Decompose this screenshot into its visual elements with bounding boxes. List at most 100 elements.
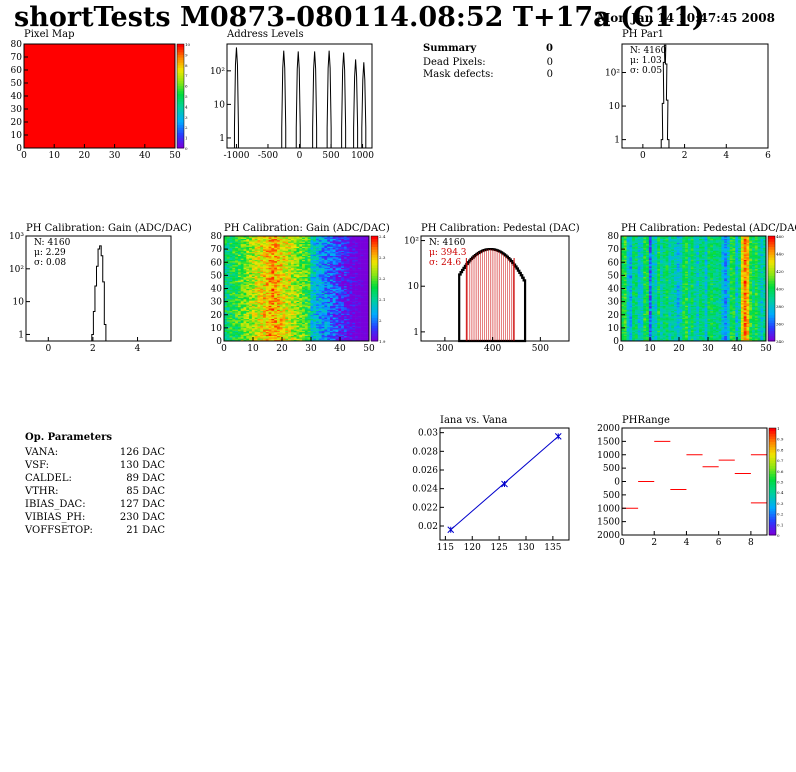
heatmap-cell (279, 313, 283, 316)
heatmap-cell (271, 281, 275, 284)
heatmap-cell (285, 275, 289, 277)
op-param-label: CALDEL: (25, 473, 72, 484)
heatmap-cell (296, 306, 300, 309)
heatmap-cell (293, 243, 297, 246)
heatmap-cell (302, 257, 306, 259)
heatmap-cell (237, 318, 242, 321)
heatmap-cell (285, 314, 289, 317)
heatmap-cell (310, 322, 314, 325)
heatmap-cell (360, 327, 364, 330)
heatmap-cell (316, 274, 320, 276)
heatmap-cell (235, 239, 239, 242)
heatmap-cell (343, 284, 347, 287)
heatmap-cell (346, 236, 350, 238)
heatmap-cell (324, 330, 328, 333)
heatmap-cell (346, 285, 350, 288)
heatmap-cell (318, 295, 322, 297)
heatmap-cell (246, 317, 250, 319)
heatmap-cell (304, 308, 308, 310)
heatmap-cell (263, 330, 267, 333)
heatmap-cell (313, 250, 317, 253)
heatmap-cell (335, 296, 339, 298)
heatmap-cell (290, 313, 295, 316)
heatmap-cell (341, 309, 345, 312)
heatmap-cell (288, 312, 292, 314)
heatmap-cell (352, 314, 356, 317)
summary-box: Summary 0 Dead Pixels: 0 Mask defects: 0 (423, 43, 553, 81)
heatmap-cell (363, 318, 367, 321)
heatmap-cell (313, 325, 317, 327)
heatmap-cell (302, 339, 306, 342)
heatmap-cell (240, 249, 244, 251)
heatmap-cell (329, 284, 334, 287)
heatmap-cell (626, 306, 630, 309)
heatmap-cell (268, 255, 272, 258)
heatmap-cell (257, 301, 261, 304)
heatmap-cell (329, 339, 334, 342)
heatmap-cell (268, 325, 272, 327)
heatmap-cell (263, 270, 267, 272)
heatmap-cell (349, 249, 353, 251)
heatmap-cell (355, 249, 359, 251)
heatmap-cell (307, 310, 311, 313)
heatmap-cell (316, 236, 320, 238)
heatmap-cell (293, 253, 297, 255)
heatmap-cell (254, 321, 258, 323)
heatmap-cell (349, 281, 353, 284)
heatmap-cell (321, 263, 325, 266)
heatmap-cell (279, 333, 283, 335)
heatmap-cell (235, 278, 239, 280)
heatmap-cell (296, 300, 300, 302)
heatmap-cell (265, 291, 269, 293)
heatmap-cell (243, 327, 247, 330)
heatmap-cell (332, 281, 336, 284)
heatmap-cell (355, 323, 359, 326)
heatmap-cell (271, 321, 275, 323)
heatmap-cell (316, 270, 320, 272)
heatmap-cell (346, 276, 350, 279)
heatmap-cell (237, 296, 242, 298)
palette-cell (177, 88, 184, 92)
heatmap-cell (237, 281, 242, 284)
heatmap-cell (260, 287, 264, 289)
heatmap-cell (304, 313, 308, 316)
heatmap-cell (229, 330, 233, 333)
heatmap-cell (629, 266, 633, 268)
heatmap-cell (352, 272, 356, 275)
heatmap-cell (268, 316, 272, 318)
heatmap-cell (268, 338, 272, 340)
heatmap-cell (276, 299, 281, 301)
heatmap-cell (637, 338, 641, 340)
heatmap-cell (274, 338, 278, 340)
heatmap-cell (327, 326, 331, 329)
heatmap-cell (279, 267, 283, 270)
heatmap-cell (268, 289, 272, 292)
heatmap-cell (257, 334, 261, 337)
heatmap-cell (229, 331, 233, 334)
heatmap-cell (229, 238, 233, 241)
heatmap-cell (235, 316, 239, 318)
heatmap-cell (629, 338, 633, 340)
heatmap-cell (282, 276, 286, 279)
heatmap-cell (251, 296, 255, 298)
heatmap-cell (352, 287, 356, 289)
heatmap-cell (304, 237, 308, 239)
heatmap-cell (224, 302, 228, 305)
heatmap-cell (257, 264, 261, 267)
heatmap-cell (316, 335, 320, 338)
heatmap-cell (288, 285, 292, 288)
heatmap-cell (251, 306, 255, 309)
heatmap-cell (335, 310, 339, 313)
heatmap-cell (327, 275, 331, 277)
heatmap-cell (290, 300, 295, 302)
heatmap-cell (249, 270, 253, 272)
heatmap-cell (288, 321, 292, 323)
heatmap-cell (268, 334, 272, 337)
heatmap-cell (293, 276, 297, 279)
heatmap-cell (363, 241, 367, 243)
heatmap-cell (329, 288, 334, 291)
heatmap-cell (296, 296, 300, 298)
heatmap-cell (249, 299, 253, 301)
heatmap-cell (237, 268, 242, 271)
heatmap-cell (623, 276, 627, 279)
